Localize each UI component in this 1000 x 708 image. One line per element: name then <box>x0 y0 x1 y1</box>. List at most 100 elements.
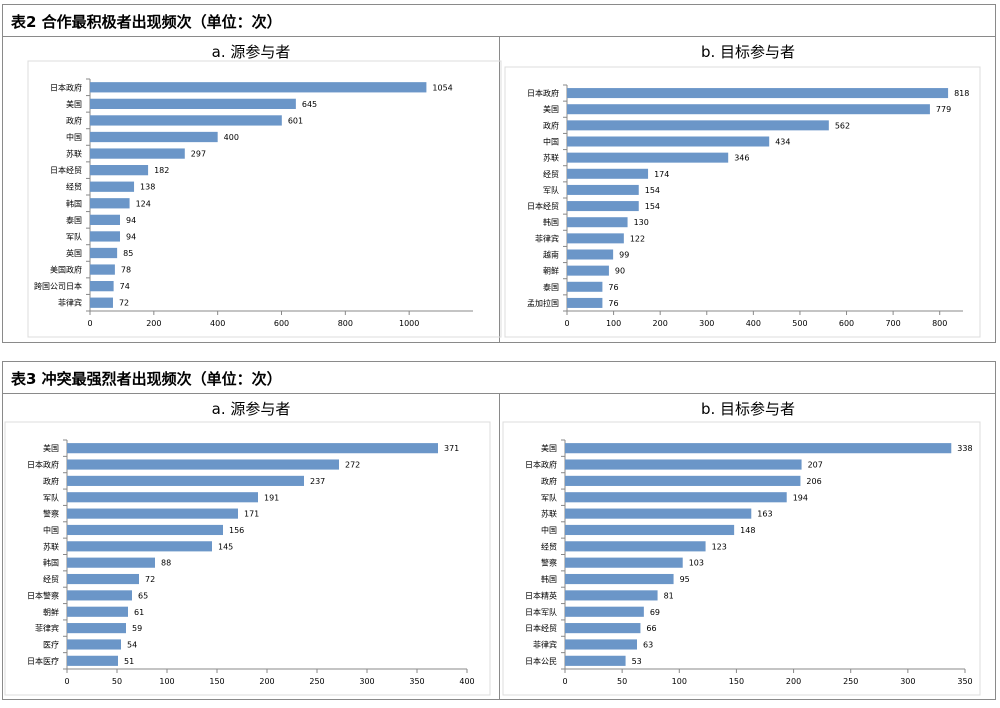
x-tick-label: 700 <box>885 319 900 328</box>
x-tick-label: 200 <box>786 677 801 686</box>
data-label: 53 <box>632 657 642 666</box>
data-label: 78 <box>121 266 131 275</box>
category-label: 经贸 <box>66 182 82 192</box>
bar <box>567 184 639 195</box>
data-label: 818 <box>954 89 969 98</box>
bar <box>90 198 130 209</box>
data-label: 94 <box>126 232 136 241</box>
data-label: 434 <box>775 138 790 147</box>
category-label: 警察 <box>43 509 59 519</box>
x-tick-label: 350 <box>957 677 972 686</box>
category-label: 经贸 <box>543 169 559 179</box>
x-tick-label: 0 <box>64 677 69 686</box>
category-label: 美国政府 <box>50 265 82 275</box>
category-label: 经贸 <box>541 541 557 551</box>
bar <box>565 573 674 585</box>
category-label: 政府 <box>66 115 82 125</box>
category-label: 跨国公司日本 <box>34 281 82 291</box>
x-tick-label: 800 <box>338 319 353 328</box>
table-title: 表3 冲突最强烈者出现频次（单位：次） <box>11 370 282 388</box>
bar <box>567 168 649 179</box>
bar <box>565 443 952 454</box>
category-label: 日本公民 <box>525 656 557 666</box>
data-label: 61 <box>134 608 144 617</box>
x-tick-label: 800 <box>932 319 947 328</box>
category-label: 政府 <box>43 476 59 486</box>
data-label: 85 <box>123 249 133 258</box>
data-label: 124 <box>136 199 151 208</box>
bar <box>565 492 787 503</box>
x-tick-label: 150 <box>209 677 224 686</box>
data-label: 206 <box>806 477 821 486</box>
category-label: 日本经贸 <box>527 201 559 211</box>
data-label: 272 <box>345 461 360 470</box>
bar <box>90 297 113 308</box>
data-label: 338 <box>957 444 972 453</box>
x-tick-label: 50 <box>112 677 122 686</box>
x-tick-label: 250 <box>843 677 858 686</box>
category-label: 菲律宾 <box>35 623 59 633</box>
bar <box>565 557 683 568</box>
data-label: 94 <box>126 216 136 225</box>
data-label: 645 <box>302 100 317 109</box>
bar <box>90 148 185 159</box>
data-label: 371 <box>444 444 459 453</box>
bar <box>67 639 121 650</box>
data-label: 122 <box>630 234 645 243</box>
x-tick-label: 400 <box>459 677 474 686</box>
category-label: 日本警察 <box>27 590 59 600</box>
category-label: 日本精英 <box>525 590 557 600</box>
category-label: 韩国 <box>543 217 559 227</box>
bar <box>90 82 427 93</box>
category-label: 中国 <box>66 132 82 142</box>
x-tick-label: 50 <box>617 677 627 686</box>
category-label: 菲律宾 <box>535 233 559 243</box>
category-label: 越南 <box>543 250 559 260</box>
bar <box>67 541 212 552</box>
x-tick-label: 0 <box>87 319 92 328</box>
bar <box>90 264 115 275</box>
bar <box>67 655 118 666</box>
data-label: 1054 <box>432 83 452 92</box>
data-label: 103 <box>689 559 704 568</box>
bar <box>67 475 304 486</box>
bar <box>67 492 258 503</box>
data-label: 81 <box>664 591 674 600</box>
data-label: 207 <box>808 461 823 470</box>
x-tick-label: 100 <box>606 319 621 328</box>
bar <box>565 541 706 552</box>
data-label: 74 <box>120 282 130 291</box>
bar <box>567 120 829 131</box>
panel-title-target: b. 目标参与者 <box>700 43 796 61</box>
category-label: 医疗 <box>43 639 59 649</box>
category-label: 日本政府 <box>525 460 557 470</box>
bar <box>565 524 735 536</box>
bar <box>67 443 438 454</box>
x-tick-label: 400 <box>210 319 225 328</box>
category-label: 中国 <box>543 137 559 147</box>
data-label: 76 <box>608 283 618 292</box>
bar <box>567 233 624 244</box>
category-label: 泰国 <box>543 282 559 292</box>
x-tick-label: 200 <box>259 677 274 686</box>
data-label: 72 <box>145 575 155 584</box>
category-label: 苏联 <box>43 541 59 551</box>
category-label: 苏联 <box>541 509 557 519</box>
bar <box>90 115 282 126</box>
bar <box>567 297 603 308</box>
category-label: 军队 <box>66 231 82 241</box>
data-label: 72 <box>119 299 129 308</box>
bar <box>567 152 729 163</box>
category-label: 日本医疗 <box>27 656 59 666</box>
bar <box>90 214 121 225</box>
bar <box>567 217 628 228</box>
category-label: 韩国 <box>541 574 557 584</box>
data-label: 562 <box>835 121 850 130</box>
bar <box>67 573 139 585</box>
x-tick-label: 350 <box>409 677 424 686</box>
panel-title-source: a. 源参与者 <box>211 400 291 418</box>
category-label: 菲律宾 <box>58 298 82 308</box>
data-label: 145 <box>218 542 233 551</box>
data-label: 63 <box>643 640 653 649</box>
bar <box>67 590 132 601</box>
